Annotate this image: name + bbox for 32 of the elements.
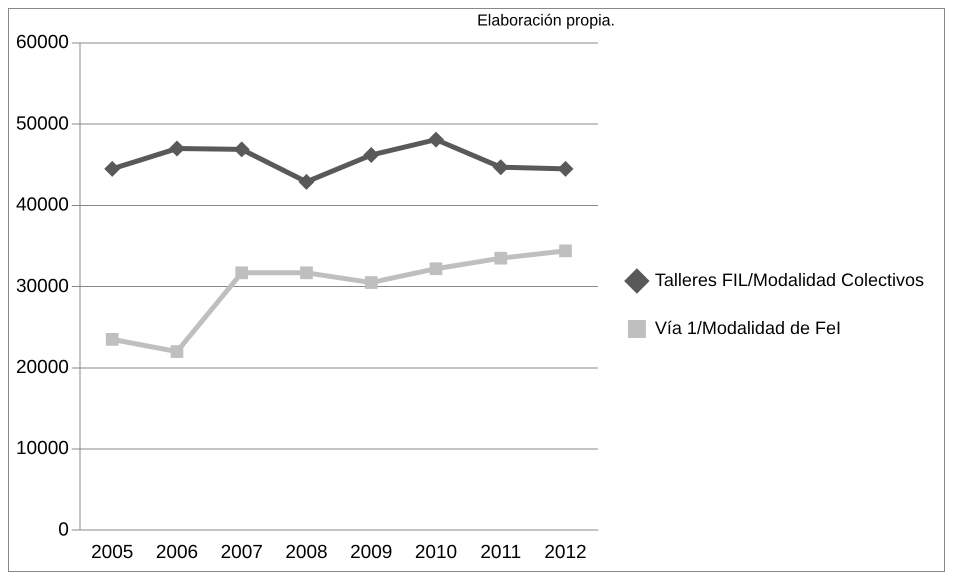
point [428,132,444,148]
point [300,266,313,280]
point [104,160,120,177]
x-tick-label: 2012 [544,542,587,563]
point [559,244,572,258]
point [298,174,314,190]
x-tick-label: 2009 [350,542,392,563]
point [558,160,574,177]
text: Elaboración propia. [477,12,616,30]
x-tick-label: 2005 [91,542,134,563]
point [235,266,248,280]
x-tick-label: 2011 [480,542,522,563]
point [364,276,378,289]
point [494,252,508,265]
point [168,140,185,157]
point [363,147,380,164]
y-tick-label: 0 [58,519,69,540]
y-tick-label: 60000 [16,32,69,54]
x-tick-label: 2010 [414,542,458,563]
y-tick-label: 40000 [16,194,69,216]
x-tick-label: 2006 [156,542,198,563]
legend-label: Vía 1/Modalidad de FeI [654,318,842,338]
point [106,333,119,346]
x-tick-label: 2007 [220,542,263,563]
y-tick-label: 50000 [16,113,69,134]
point [170,345,184,358]
point [430,262,442,276]
x-tick-label: 2008 [285,542,328,563]
legend-label: Talleres FIL/Modalidad Colectivos [654,270,924,290]
y-tick-label: 20000 [16,357,69,378]
y-tick-label: 10000 [16,438,69,460]
y-tick-label: 30000 [16,276,69,297]
